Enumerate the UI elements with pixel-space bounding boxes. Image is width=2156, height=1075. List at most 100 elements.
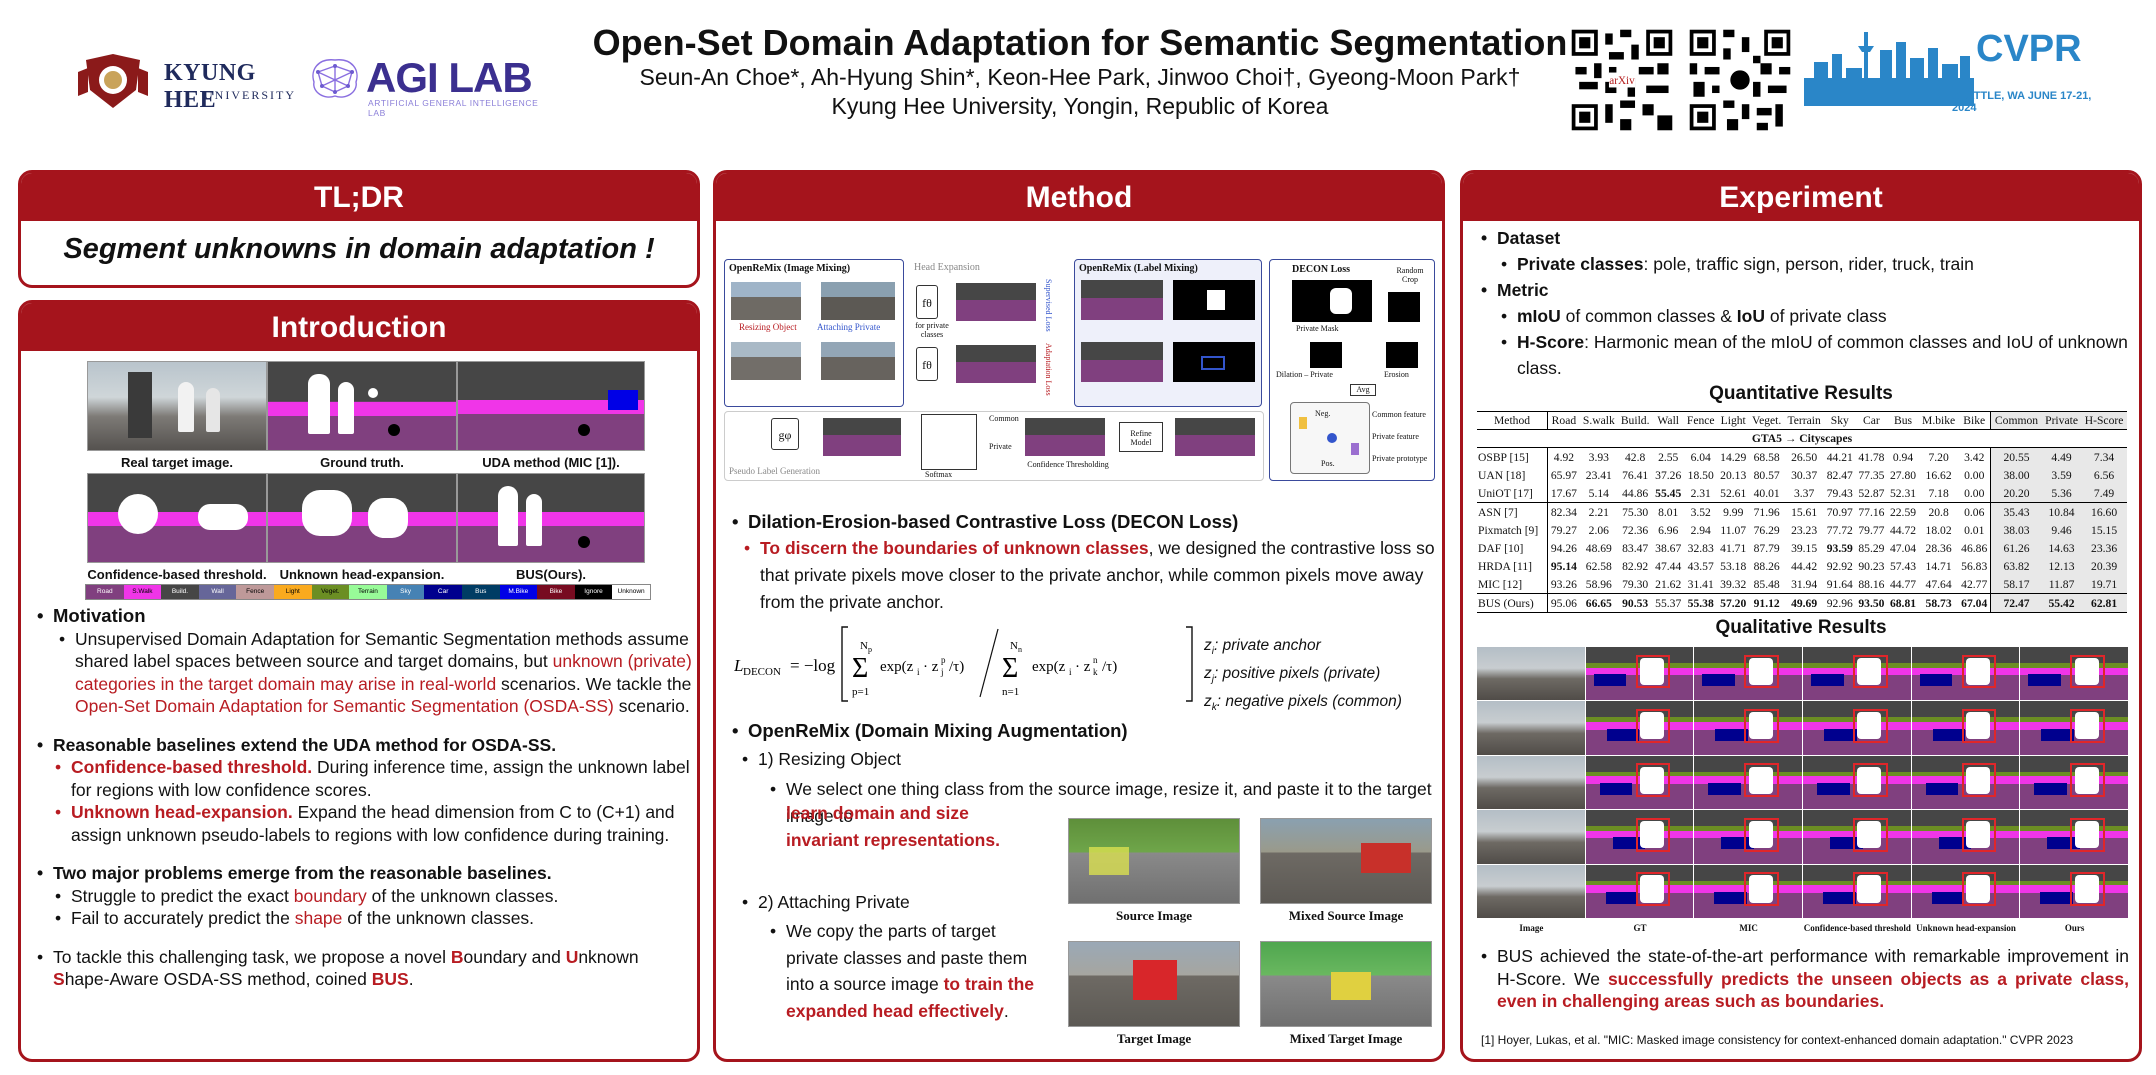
github-qr-code-icon[interactable] — [1686, 26, 1794, 134]
confidence-output — [1025, 418, 1105, 456]
table-cell: 11.87 — [2041, 575, 2082, 594]
svg-text:p: p — [941, 655, 946, 665]
g-phi-block: gφ — [771, 418, 799, 450]
decon-red: To discern the boundaries of unknown cla… — [760, 538, 1149, 558]
contrastive-space: Neg. Pos. — [1290, 402, 1370, 474]
table-cell: 14.29 — [1720, 450, 1747, 464]
caption-confidence-threshold: Confidence-based threshold. — [87, 567, 267, 582]
table-cell: 68.81 — [1887, 593, 1919, 613]
kyung-hee-crest-icon — [78, 54, 148, 108]
qualitative-cell — [2020, 810, 2128, 864]
refine-model-block: Refine Model — [1119, 422, 1163, 452]
table-cell: 9.46 — [2041, 521, 2082, 539]
svg-text:N: N — [860, 640, 868, 652]
qualitative-cell — [1477, 755, 1585, 810]
baseline-2-head: Unknown head-expansion. — [71, 802, 293, 822]
arxiv-qr-code-icon[interactable]: arXiv — [1568, 26, 1676, 134]
method-text: Dilation-Erosion-based Contrastive Loss … — [728, 508, 1438, 616]
bus-ours-image — [457, 473, 645, 563]
seg-output-2 — [956, 345, 1036, 383]
qualitative-cell — [1694, 755, 1802, 810]
head-expansion-label: Head Expansion — [914, 262, 980, 273]
agi-lab-name: AGI LAB — [366, 54, 533, 101]
legend-item: Build. — [161, 585, 199, 599]
prob-1b: boundary — [293, 885, 367, 906]
table-cell: 3.37 — [1784, 484, 1824, 503]
table-cell: 0.94 — [1892, 450, 1914, 464]
table-cell: 88.26 — [1753, 559, 1780, 573]
seattle-skyline-icon — [1804, 32, 1974, 106]
openremix-label-box: OpenReMix (Label Mixing) — [1074, 259, 1262, 407]
method-title: Method — [716, 173, 1442, 221]
softmax-chart — [921, 414, 977, 470]
metric-miou: mIoU of common classes & IoU of private … — [1497, 303, 2137, 329]
table-cell: 44.42 — [1791, 559, 1818, 573]
openremix-label-label: OpenReMix (Label Mixing) — [1079, 263, 1198, 274]
iou-bold: IoU — [1736, 306, 1765, 326]
legend-item: Terrain — [349, 585, 387, 599]
supervised-loss-label: Supervised Loss — [1044, 279, 1053, 332]
table-row: HRDA [11] 95.14 62.58 82.92 47.44 43.57 53.18 8… — [1477, 557, 2127, 575]
table-cell: 48.69 — [1585, 541, 1612, 555]
table-cell: 44.21 — [1826, 450, 1853, 464]
quantitative-heading: Quantitative Results — [1709, 383, 1893, 404]
table-cell: 17.67 — [1547, 484, 1580, 503]
qualitative-cell — [1585, 755, 1694, 810]
table-cell: 58.96 — [1579, 575, 1618, 594]
table-cell: 90.23 — [1858, 559, 1885, 573]
tackle-BUS: BUS — [371, 969, 409, 989]
table-cell: ASN [7] — [1478, 505, 1518, 519]
table-cell: 20.8 — [1928, 505, 1949, 519]
conclusion-red: successfully predicts the unseen objects… — [1497, 968, 2129, 1012]
conclusion-a: BUS achieved the state-of-the-art perfor… — [1497, 946, 2129, 989]
table-row: ASN [7] 82.34 2.21 75.30 8.01 3.52 9.99 71.96 15… — [1477, 502, 2127, 521]
table-cell: 9.99 — [1723, 505, 1744, 519]
table-subtitle-row: GTA5 → Cityscapes — [1477, 429, 2127, 448]
confidence-thresholding-label: Confidence Thresholding — [1027, 460, 1109, 469]
table-cell: 4.49 — [2041, 447, 2082, 466]
table-cell: 4.92 — [1547, 447, 1580, 466]
svg-text:arXiv: arXiv — [1609, 75, 1635, 87]
qualitative-cell — [1911, 810, 2020, 864]
source-image — [1068, 818, 1240, 904]
svg-text:/τ): /τ) — [1102, 659, 1117, 675]
qualitative-column-label: Unknown head-expansion — [1916, 923, 2016, 933]
table-cell: 44.72 — [1889, 523, 1917, 537]
table-cell: 82.92 — [1622, 559, 1649, 573]
tackle-S: S — [53, 969, 65, 989]
class-color-legend: Road S.Walk Build. Wall Fence Light Veget. Terr… — [85, 584, 651, 600]
caption-mixed-target: Mixed Target Image — [1289, 1031, 1403, 1046]
table-cell: 67.04 — [1958, 593, 1991, 613]
table-cell: DAF [10] — [1478, 541, 1524, 555]
table-header-cell: S.walk — [1579, 411, 1618, 430]
table-header-cell: Sky — [1823, 411, 1856, 430]
table-cell: 57.20 — [1717, 593, 1750, 613]
experiment-setup: Dataset Private classes: pole, traffic s… — [1477, 225, 2137, 381]
svg-text:= −log: = −log — [790, 656, 836, 675]
decon-equation-svg: L DECON = −log N p Σ p=1 exp(z i · z j p… — [733, 626, 1193, 702]
table-header-cell: Light — [1717, 411, 1750, 430]
table-cell: 47.04 — [1889, 541, 1917, 555]
qualitative-column-label: Confidence-based threshold — [1803, 923, 1911, 933]
resize-heading: 1) Resizing Object — [738, 745, 1438, 773]
table-cell: 77.16 — [1858, 505, 1885, 519]
table-cell: 7.49 — [2081, 484, 2127, 503]
decon-body: To discern the boundaries of unknown cla… — [740, 535, 1438, 616]
table-cell: 7.20 — [1928, 450, 1949, 464]
table-cell: 75.30 — [1622, 505, 1649, 519]
table-cell: 88.16 — [1855, 575, 1888, 594]
qualitative-cell — [1477, 810, 1585, 864]
legend-item: Bike — [537, 585, 575, 599]
svg-text:n: n — [1093, 655, 1098, 665]
attach-a: We copy the parts of target private clas… — [786, 921, 1028, 994]
private-mask-label: Private Mask — [1296, 324, 1339, 333]
label-mix-1 — [1081, 280, 1163, 320]
metric-hscore: H-Score: Harmonic mean of the mIoU of co… — [1497, 329, 2137, 381]
qualitative-cell — [1911, 701, 2020, 755]
table-cell: 55.45 — [1652, 484, 1685, 503]
prob-2c: of the unknown classes. — [342, 908, 535, 928]
pseudo-output — [823, 418, 901, 456]
table-cell: 0.01 — [1964, 523, 1985, 537]
qualitative-cell — [1694, 864, 1802, 918]
ground-truth-image — [267, 361, 457, 451]
